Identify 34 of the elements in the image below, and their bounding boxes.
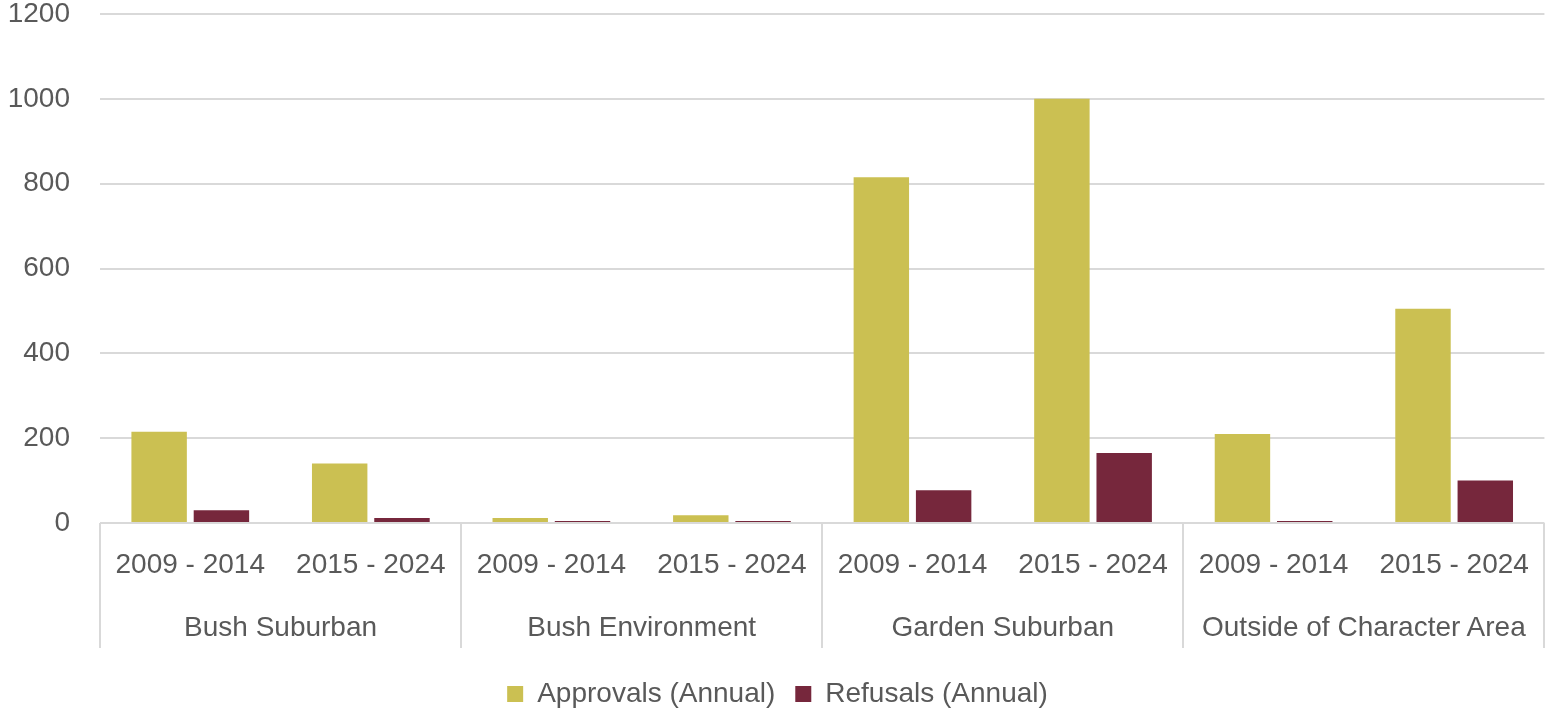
x-tick-label: 2015 - 2024 [657,547,807,579]
bar [1034,98,1090,522]
bar [1395,308,1451,522]
x-tick-label: 2015 - 2024 [296,547,446,579]
x-tick-label: 2009 - 2014 [476,547,627,579]
bar [673,515,729,522]
bar [193,510,250,522]
legend-label: Approvals (Annual) [537,676,776,708]
legend-label: Refusals (Annual) [825,676,1048,708]
bar [1096,453,1152,522]
x-tick-label: 2009 - 2014 [1198,547,1349,579]
bar [492,517,548,522]
bar [853,177,910,522]
y-tick-label: 600 [23,251,70,283]
x-tick-label: 2009 - 2014 [115,547,266,579]
bar [131,431,187,522]
y-tick-label: 1200 [7,0,70,28]
x-tick-label: 2009 - 2014 [837,547,988,579]
text: Bush Suburban [184,610,378,642]
y-tick-label: 1000 [7,81,70,113]
y-tick-label: 0 [54,505,70,537]
text: Outside of Character Area [1202,610,1527,642]
x-tick-label: 2015 - 2024 [1018,547,1168,579]
y-tick-label: 800 [23,166,70,198]
bar [1214,433,1271,522]
bar [311,463,368,522]
bar [915,490,972,522]
bar [1457,480,1514,522]
y-tick-label: 200 [23,420,70,452]
x-tick-label: 2015 - 2024 [1379,547,1529,579]
text: Garden Suburban [891,610,1115,642]
text: Bush Environment [527,610,757,642]
y-tick-label: 400 [23,336,70,368]
bar [374,517,430,522]
